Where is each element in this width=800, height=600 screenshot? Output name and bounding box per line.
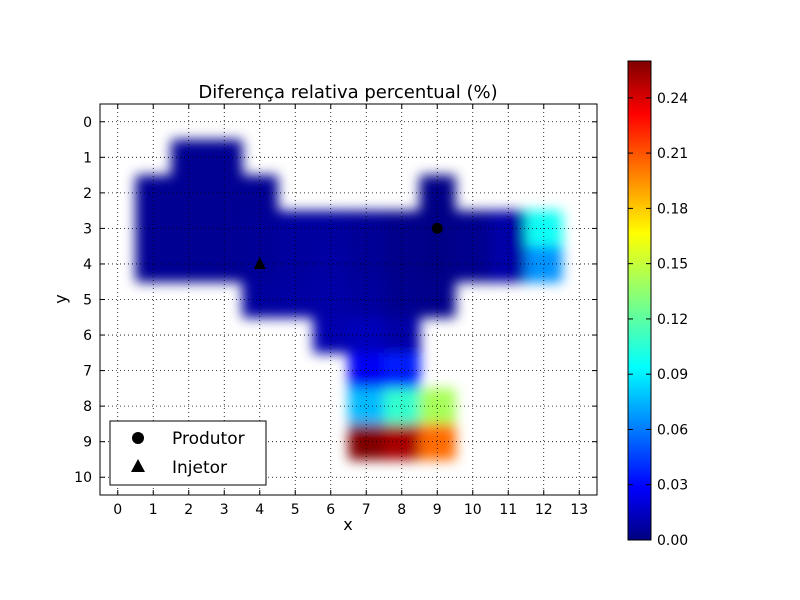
heatmap-cell <box>384 317 421 354</box>
injetor-marker <box>253 256 266 269</box>
x-axis-label: x <box>343 515 352 534</box>
y-tick-label: 8 <box>83 399 92 415</box>
grid <box>100 104 597 495</box>
heatmap-cell <box>348 281 385 318</box>
x-tick-label: 11 <box>499 502 517 518</box>
legend-circle-marker <box>132 432 144 444</box>
x-tick-label: 6 <box>326 502 335 518</box>
x-tick-label: 5 <box>291 502 300 518</box>
y-axis-ticks: 0 1 2 3 4 5 6 7 8 9 10 <box>74 115 597 486</box>
y-tick-label: 3 <box>83 221 92 237</box>
x-tick-label: 13 <box>570 502 588 518</box>
legend-label-produtor: Produtor <box>172 429 245 449</box>
heatmap-layer <box>135 139 563 461</box>
colorbar-tick-label: 0.18 <box>657 201 688 217</box>
heatmap-cell <box>348 388 385 425</box>
x-tick-label: 7 <box>362 502 371 518</box>
x-tick-label: 8 <box>397 502 406 518</box>
colorbar-gradient <box>627 60 652 541</box>
x-tick-label: 2 <box>184 502 193 518</box>
heatmap-cell <box>348 352 385 389</box>
legend-triangle-marker <box>131 459 145 472</box>
markers <box>253 222 443 269</box>
colorbar-tick-label: 0.21 <box>657 146 688 162</box>
heatmap-cell <box>135 175 172 212</box>
y-axis-label: y <box>51 294 70 303</box>
y-tick-label: 7 <box>83 364 92 380</box>
y-tick-label: 10 <box>74 470 92 486</box>
y-tick-label: 0 <box>83 115 92 131</box>
colorbar-tick-label: 0.09 <box>657 367 688 383</box>
heatmap-cell <box>313 281 350 318</box>
colorbar-tick-label: 0.24 <box>657 91 688 107</box>
legend: Produtor Injetor <box>109 420 267 486</box>
y-tick-label: 5 <box>83 293 92 309</box>
x-tick-label: 3 <box>220 502 229 518</box>
y-tick-label: 2 <box>83 186 92 202</box>
y-tick-label: 6 <box>83 328 92 344</box>
heatmap-cell <box>419 423 456 461</box>
y-tick-label: 4 <box>83 257 92 273</box>
legend-box <box>109 420 267 486</box>
x-tick-label: 9 <box>433 502 442 518</box>
colorbar-tick-label: 0.00 <box>657 533 688 549</box>
heatmap-cell <box>277 281 314 318</box>
chart-title: Diferença relativa percentual (%) <box>198 82 497 103</box>
colorbar-tick-label: 0.06 <box>657 422 688 438</box>
colorbar-tick-label: 0.15 <box>657 257 688 273</box>
heatmap-cell <box>171 139 208 176</box>
heatmap-cell <box>171 175 208 212</box>
legend-label-injetor: Injetor <box>172 458 227 478</box>
heatmap-cell <box>419 281 456 318</box>
heatmap-cell <box>384 423 421 461</box>
heatmap-cell <box>384 352 421 389</box>
colorbar: 0.00 0.03 0.06 0.09 0.12 0.15 0.18 0.21 0.24 <box>627 60 688 549</box>
x-tick-label: 4 <box>255 502 264 518</box>
x-tick-label: 0 <box>113 502 122 518</box>
produtor-marker <box>431 222 443 234</box>
heatmap-cell <box>419 388 456 425</box>
heatmap-cell <box>384 388 421 425</box>
colorbar-tick-label: 0.03 <box>657 478 688 494</box>
x-tick-label: 12 <box>535 502 553 518</box>
colorbar-tick-label: 0.12 <box>657 312 688 328</box>
heatmap-cell <box>348 317 385 354</box>
x-axis-ticks: 0 1 2 3 4 5 6 7 8 9 10 11 12 13 <box>113 104 588 518</box>
heatmap-cell <box>384 281 421 318</box>
y-tick-label: 1 <box>83 150 92 166</box>
heatmap-cell <box>348 423 385 461</box>
heatmap-cell <box>313 317 350 354</box>
heatmap-cell <box>419 175 456 212</box>
x-tick-label: 10 <box>464 502 482 518</box>
x-tick-label: 1 <box>149 502 158 518</box>
y-tick-label: 9 <box>83 435 92 451</box>
colorbar-ticks: 0.00 0.03 0.06 0.09 0.12 0.15 0.18 0.21 0.24 <box>628 91 688 549</box>
